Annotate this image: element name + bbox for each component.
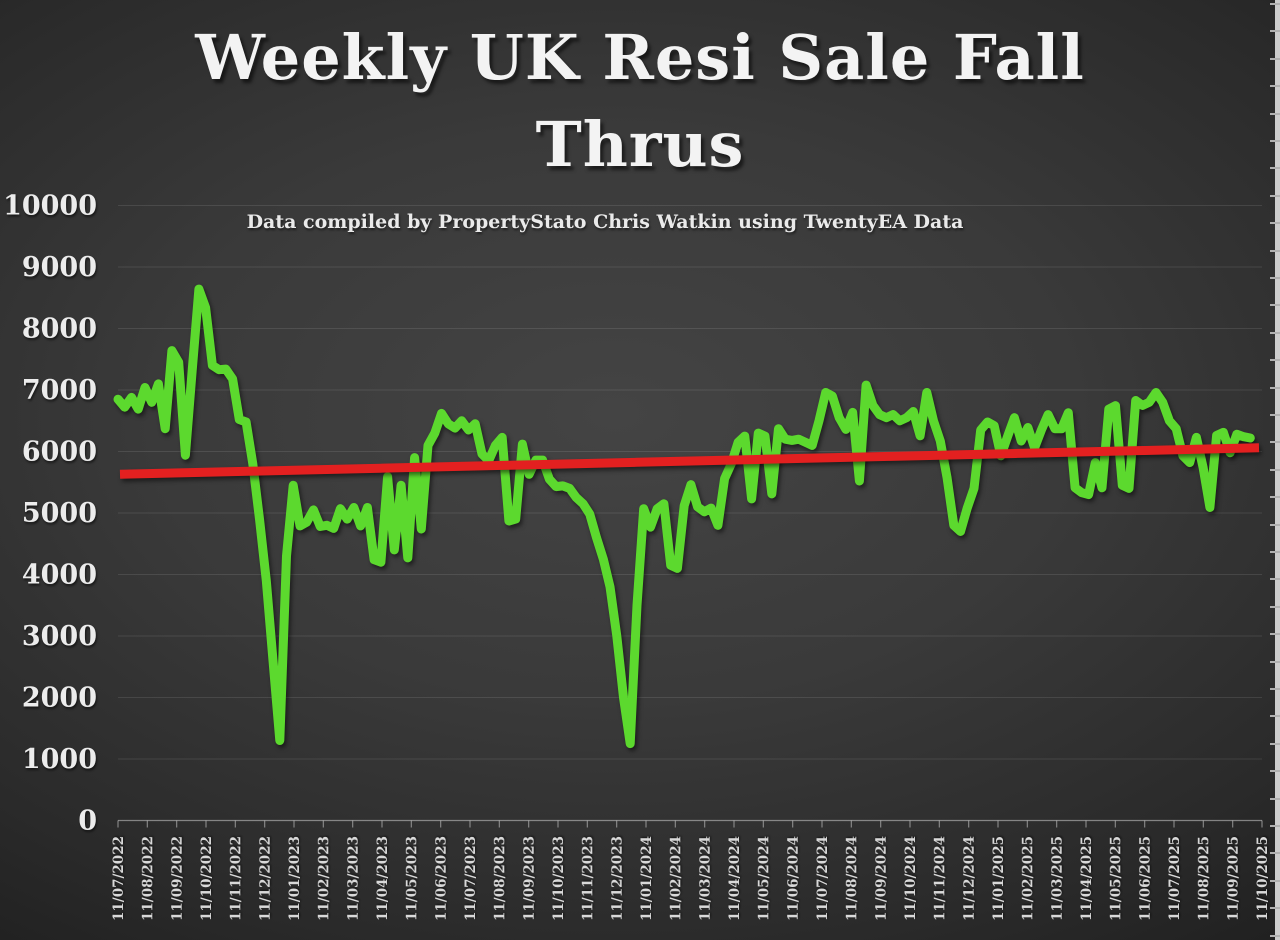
x-tick-label: 11/07/2023 — [463, 836, 479, 921]
y-tick-label: 3000 — [22, 621, 97, 652]
ruler-tick — [1270, 167, 1280, 170]
ruler-tick — [1270, 3, 1280, 5]
x-tick-label: 11/06/2025 — [1138, 836, 1154, 921]
x-tick-label: 11/02/2025 — [1020, 836, 1036, 921]
x-tick-label: 11/09/2025 — [1226, 836, 1242, 921]
y-tick-label: 5000 — [22, 498, 97, 529]
x-tick-label: 11/02/2024 — [668, 836, 684, 921]
y-tick-label: 1000 — [22, 744, 97, 775]
ruler-tick — [1270, 770, 1280, 773]
ruler-tick — [1270, 85, 1280, 88]
ruler-tick — [1270, 57, 1280, 60]
ruler-tick — [1270, 797, 1280, 800]
ruler-tick — [1270, 852, 1280, 855]
ruler-tick — [1270, 331, 1280, 334]
chart-title-line-2: Thrus — [535, 108, 745, 181]
ruler-tick — [1270, 605, 1280, 608]
ruler-tick — [1270, 715, 1280, 718]
y-tick-label: 10000 — [3, 191, 97, 222]
ruler-tick — [1270, 414, 1280, 416]
ruler-tick — [1270, 359, 1280, 362]
ruler-tick — [1270, 551, 1280, 553]
x-tick-label: 11/11/2023 — [580, 836, 596, 921]
x-tick-label: 11/11/2024 — [932, 836, 948, 921]
x-tick-label: 11/08/2025 — [1196, 836, 1212, 921]
x-tick-label: 11/10/2025 — [1255, 836, 1271, 921]
x-tick-label: 11/02/2023 — [316, 836, 332, 921]
x-tick-label: 11/09/2024 — [874, 836, 890, 921]
x-tick-label: 11/10/2022 — [199, 836, 215, 921]
ruler-tick — [1270, 633, 1280, 636]
ruler-tick — [1270, 386, 1280, 389]
x-tick-label: 11/07/2024 — [815, 836, 831, 921]
ruler-tick — [1270, 30, 1280, 33]
ruler-tick — [1270, 660, 1280, 663]
ruler-tick — [1270, 194, 1280, 197]
chart-title-line-1: Weekly UK Resi Sale Fall — [195, 21, 1085, 94]
chart-title: Weekly UK Resi Sale Fall Thrus — [80, 14, 1200, 188]
x-tick-label: 11/01/2025 — [991, 836, 1007, 921]
x-tick-label: 11/03/2024 — [698, 836, 714, 921]
x-tick-label: 11/04/2023 — [375, 836, 391, 921]
x-tick-label: 11/12/2023 — [610, 836, 626, 921]
x-tick-label: 11/08/2024 — [844, 836, 860, 921]
ruler-tick — [1270, 496, 1280, 499]
x-tick-label: 11/05/2023 — [404, 836, 420, 921]
ruler-tick — [1270, 879, 1280, 882]
ruler-tick — [1270, 825, 1280, 827]
x-tick-label: 11/01/2024 — [639, 836, 655, 921]
x-tick-label: 11/10/2024 — [903, 836, 919, 921]
ruler-tick — [1270, 742, 1280, 745]
ruler-tick — [1270, 934, 1280, 937]
x-tick-label: 11/09/2023 — [522, 836, 538, 921]
x-tick-label: 11/08/2022 — [140, 836, 156, 921]
x-tick-label: 11/05/2025 — [1108, 836, 1124, 921]
x-tick-label: 11/10/2023 — [551, 836, 567, 921]
y-tick-label: 7000 — [22, 375, 97, 406]
x-tick-label: 11/04/2025 — [1079, 836, 1095, 921]
ruler-tick — [1270, 277, 1280, 279]
trend-line — [119, 443, 1260, 479]
ruler-tick — [1270, 578, 1280, 581]
ruler-tick — [1270, 222, 1280, 225]
x-tick-label: 11/06/2023 — [434, 836, 450, 921]
x-tick-label: 11/06/2024 — [786, 836, 802, 921]
ruler-tick — [1270, 688, 1280, 690]
x-tick-label: 11/12/2022 — [258, 836, 274, 921]
x-tick-label: 11/05/2024 — [756, 836, 772, 921]
ruler-tick — [1270, 112, 1280, 115]
y-tick-label: 2000 — [22, 683, 97, 714]
chart-subtitle: Data compiled by PropertyStato Chris Wat… — [246, 211, 964, 233]
x-tick-label: 11/11/2022 — [228, 836, 244, 921]
ruler-tick — [1270, 140, 1280, 142]
x-tick-label: 11/08/2023 — [492, 836, 508, 921]
y-tick-label: 8000 — [22, 314, 97, 345]
ruler-tick — [1270, 907, 1280, 910]
x-tick-label: 11/03/2025 — [1050, 836, 1066, 921]
x-tick-label: 11/07/2025 — [1167, 836, 1183, 921]
x-tick-label: 11/04/2024 — [727, 836, 743, 921]
ruler-tick — [1270, 468, 1280, 471]
ruler-tick — [1270, 523, 1280, 526]
weekly-series-line — [113, 284, 1255, 749]
x-tick-label: 11/01/2023 — [287, 836, 303, 921]
y-tick-label: 6000 — [22, 437, 97, 468]
x-tick-label: 11/03/2023 — [346, 836, 362, 921]
x-tick-label: 11/12/2024 — [962, 836, 978, 921]
ruler-tick — [1270, 304, 1280, 307]
ruler-tick — [1270, 249, 1280, 252]
y-tick-label: 4000 — [22, 560, 97, 591]
x-tick-label: 11/09/2022 — [170, 836, 186, 921]
y-tick-label: 9000 — [22, 252, 97, 283]
x-tick-label: 11/07/2022 — [111, 836, 127, 921]
ruler-tick — [1270, 441, 1280, 444]
y-tick-label: 0 — [78, 806, 97, 837]
